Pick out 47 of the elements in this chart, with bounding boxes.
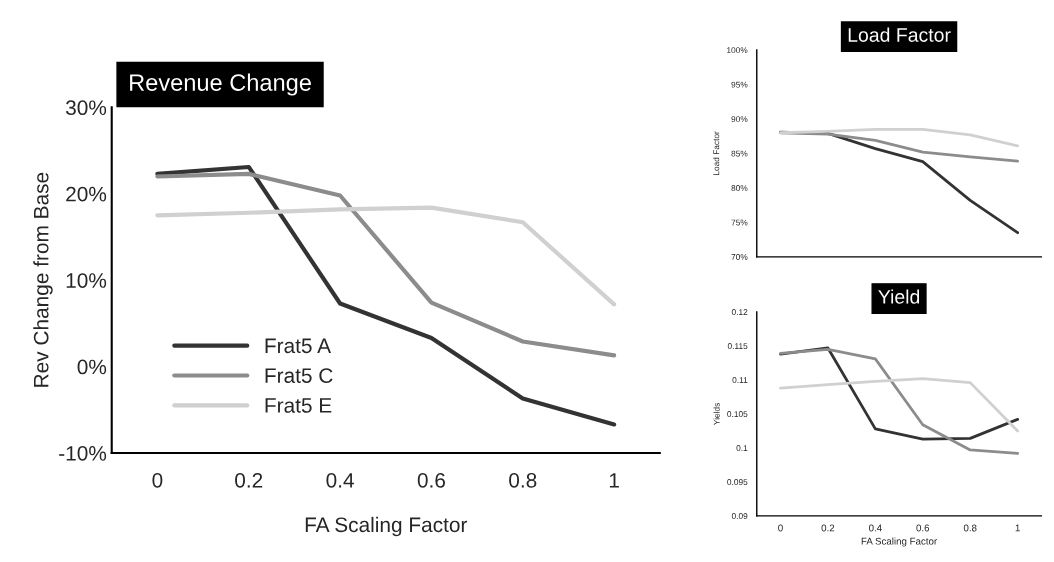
x-tick-label: 0.4 — [326, 472, 354, 488]
line-series — [155, 171, 617, 358]
y-tick-label: 80% — [731, 185, 748, 191]
y-tick-label: 30% — [65, 100, 107, 116]
y-tick-label: 90% — [731, 116, 748, 123]
y-axis-title: Yields — [713, 403, 720, 425]
line-series — [155, 164, 617, 427]
legend-label: Frat5 A — [265, 338, 332, 354]
y-tick-label: 70% — [731, 254, 748, 260]
y-axis-title: Rev Change from Base — [33, 172, 53, 387]
chart-title: Load Factor — [848, 27, 951, 42]
x-tick-label: 0.8 — [509, 472, 537, 488]
x-tick-label: 0.2 — [235, 472, 263, 488]
y-tick-label: 75% — [731, 219, 748, 226]
y-tick-label: 0.105 — [727, 411, 748, 418]
y-tick-label: 20% — [66, 186, 107, 202]
line-series — [155, 205, 617, 307]
y-tick-label: 0.09 — [731, 513, 748, 520]
x-tick-label: 1 — [609, 473, 619, 488]
y-tick-label: 0.115 — [727, 343, 748, 350]
x-tick-label: 0.8 — [963, 524, 977, 532]
y-tick-label: 10% — [66, 273, 107, 288]
y-tick-label: 100% — [727, 47, 748, 54]
line-series — [779, 377, 1020, 433]
line-series — [779, 127, 1020, 148]
x-tick-label: 0 — [778, 524, 783, 532]
y-axis-title: Load Factor — [713, 131, 720, 175]
y-tick-label: 0.11 — [732, 377, 748, 384]
y-tick-label: 95% — [731, 81, 748, 88]
x-tick-label: 1 — [1015, 524, 1020, 532]
y-tick-label: 0% — [77, 359, 107, 375]
legend-label: Frat5 E — [265, 398, 332, 413]
y-tick-label: 0.1 — [736, 445, 748, 452]
x-tick-label: 0.2 — [821, 524, 835, 532]
legend-label: Frat5 C — [265, 368, 333, 383]
x-tick-label: 0.6 — [417, 472, 445, 488]
chart-title: Yield — [878, 289, 920, 304]
y-tick-label: 85% — [731, 150, 748, 157]
x-axis-title: FA Scaling Factor — [305, 516, 468, 537]
x-axis-title: FA Scaling Factor — [861, 537, 937, 547]
x-tick-label: 0.4 — [868, 524, 882, 532]
y-tick-label: 0.12 — [731, 309, 748, 316]
chart-title: Revenue Change — [130, 73, 311, 96]
x-tick-label: 0.6 — [916, 524, 930, 532]
x-tick-label: 0 — [152, 472, 163, 488]
y-tick-label: -10% — [59, 445, 107, 461]
y-tick-label: 0.095 — [727, 479, 748, 486]
